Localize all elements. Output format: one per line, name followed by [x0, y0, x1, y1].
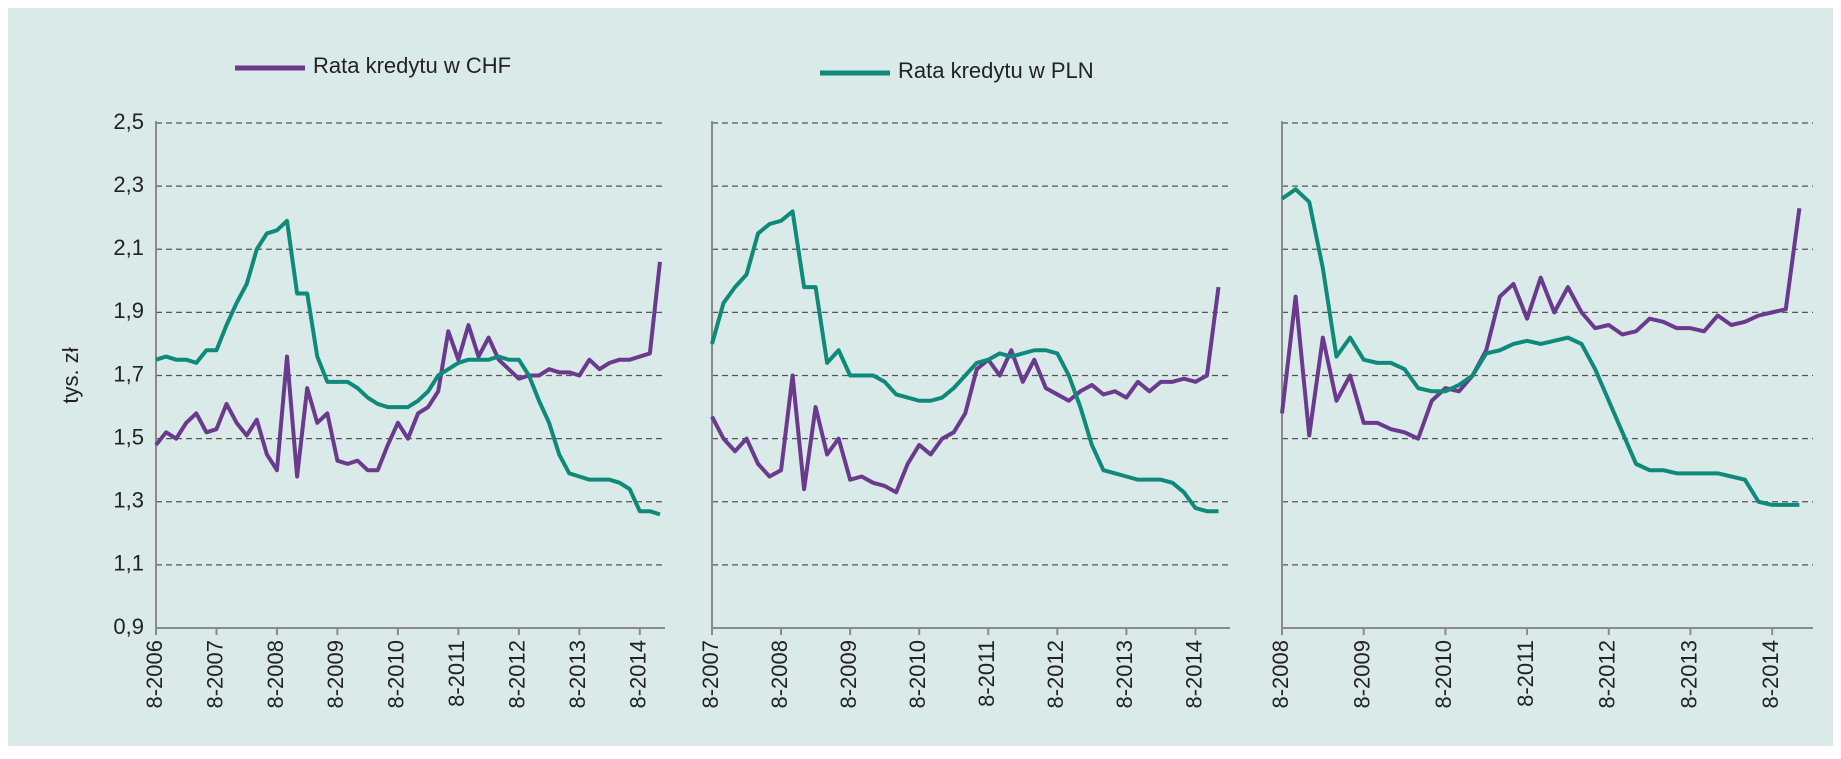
- x-tick-label: 8-2011: [974, 640, 999, 707]
- series-line: [710, 286, 1221, 495]
- x-tick-label: 8-2008: [1268, 640, 1293, 709]
- x-tick-label: 8-2011: [444, 640, 469, 707]
- x-tick-label: 8-2013: [1112, 640, 1137, 709]
- x-tick-label: 8-2010: [384, 640, 409, 709]
- x-tick-label: 8-2011: [1513, 640, 1538, 707]
- y-axis-label: tys. zł: [58, 347, 83, 403]
- y-tick-label: 2,1: [113, 235, 144, 260]
- x-tick-label: 8-2013: [1676, 640, 1701, 709]
- x-tick-label: 8-2012: [1595, 640, 1620, 709]
- y-tick-label: 1,3: [113, 488, 144, 513]
- x-tick-label: 8-2006: [142, 640, 167, 709]
- x-tick-label: 8-2010: [1431, 640, 1456, 709]
- y-tick-label: 0,9: [113, 614, 144, 639]
- series-line: [1280, 207, 1802, 441]
- series-line: [154, 261, 662, 479]
- x-tick-label: 8-2014: [1758, 640, 1783, 709]
- x-tick-label: 8-2012: [1043, 640, 1068, 709]
- y-tick-label: 2,3: [113, 172, 144, 197]
- x-tick-label: 8-2008: [767, 640, 792, 709]
- y-tick-label: 1,5: [113, 424, 144, 449]
- y-tick-label: 2,5: [113, 109, 144, 134]
- x-tick-label: 8-2009: [836, 640, 861, 709]
- x-tick-label: 8-2009: [1350, 640, 1375, 709]
- y-tick-label: 1,9: [113, 298, 144, 323]
- series-line: [155, 218, 661, 517]
- x-tick-label: 8-2007: [698, 640, 723, 709]
- series-line: [1280, 187, 1800, 507]
- x-tick-label: 8-2014: [626, 640, 651, 709]
- y-tick-label: 1,7: [113, 361, 144, 386]
- series-line: [710, 209, 1219, 514]
- legend-label: Rata kredytu w PLN: [898, 58, 1094, 83]
- chart-background: [8, 8, 1833, 746]
- y-tick-label: 1,1: [113, 551, 144, 576]
- legend-label: Rata kredytu w CHF: [313, 53, 511, 78]
- x-tick-label: 8-2013: [565, 640, 590, 709]
- x-tick-label: 8-2010: [905, 640, 930, 709]
- x-tick-label: 8-2012: [505, 640, 530, 709]
- x-tick-label: 8-2009: [323, 640, 348, 709]
- x-tick-label: 8-2014: [1181, 640, 1206, 709]
- x-tick-label: 8-2008: [263, 640, 288, 709]
- x-tick-label: 8-2007: [202, 640, 227, 709]
